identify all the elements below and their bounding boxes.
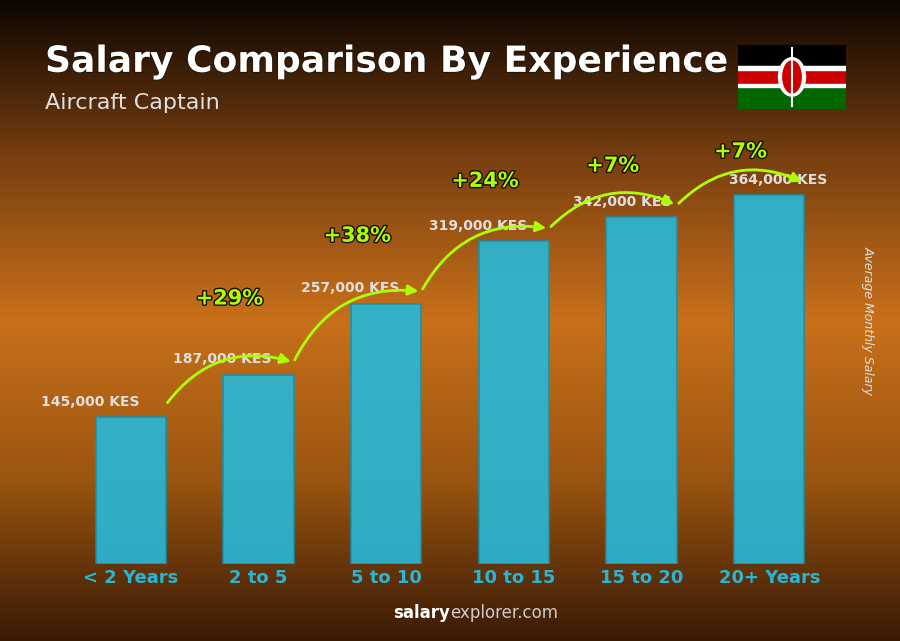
Bar bbox=[223, 374, 293, 564]
Ellipse shape bbox=[783, 61, 801, 93]
Text: explorer.com: explorer.com bbox=[450, 604, 558, 622]
Text: Average Monthly Salary: Average Monthly Salary bbox=[862, 246, 875, 395]
Text: Aircraft Captain: Aircraft Captain bbox=[45, 93, 220, 113]
Text: 319,000 KES: 319,000 KES bbox=[429, 219, 527, 233]
Bar bbox=[738, 45, 846, 66]
Text: +38%: +38% bbox=[324, 226, 392, 246]
Bar bbox=[738, 88, 846, 109]
Text: 342,000 KES: 342,000 KES bbox=[573, 196, 671, 210]
Text: +24%: +24% bbox=[452, 171, 519, 191]
Bar bbox=[738, 66, 846, 69]
Ellipse shape bbox=[778, 58, 806, 96]
Text: 364,000 KES: 364,000 KES bbox=[729, 173, 827, 187]
Bar bbox=[734, 195, 805, 564]
Bar bbox=[738, 84, 846, 87]
Bar bbox=[607, 217, 677, 564]
Text: +7%: +7% bbox=[714, 142, 767, 162]
Text: 187,000 KES: 187,000 KES bbox=[174, 353, 272, 367]
Bar bbox=[351, 304, 421, 564]
Bar bbox=[738, 66, 846, 88]
Text: +7%: +7% bbox=[587, 156, 639, 176]
Bar bbox=[95, 417, 166, 564]
Text: Salary Comparison By Experience: Salary Comparison By Experience bbox=[45, 45, 728, 79]
Text: +29%: +29% bbox=[196, 288, 264, 308]
Text: 257,000 KES: 257,000 KES bbox=[302, 281, 400, 296]
Text: salary: salary bbox=[393, 604, 450, 622]
Text: 145,000 KES: 145,000 KES bbox=[40, 395, 139, 409]
Bar bbox=[479, 241, 549, 564]
